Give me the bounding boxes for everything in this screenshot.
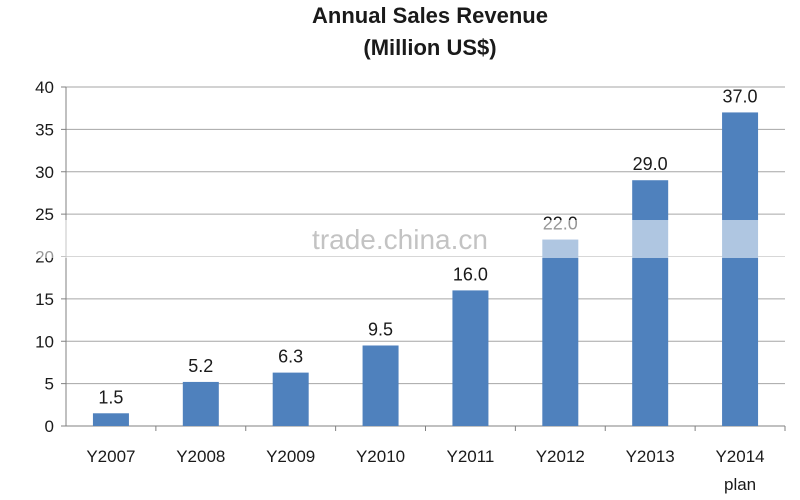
chart-title-line2: (Million US$)	[363, 35, 496, 60]
x-tick-label-y2013: Y2013	[626, 447, 675, 466]
data-label-y2009: 6.3	[278, 347, 303, 367]
chart-title-line1: Annual Sales Revenue	[312, 3, 548, 28]
x-tick-label-y2009: Y2009	[266, 447, 315, 466]
x-tick-label-y2011: Y2011	[446, 447, 494, 466]
x-tick-label-y2008: Y2008	[176, 447, 225, 466]
data-label-y2014: 37.0	[723, 86, 758, 106]
bar-y2009	[272, 372, 309, 426]
axes	[65, 87, 786, 431]
data-label-y2013: 29.0	[633, 154, 668, 174]
bar-y2010	[362, 345, 399, 426]
x-tick-label-y2012: Y2012	[536, 447, 585, 466]
bar-y2014	[722, 112, 759, 427]
bar-y2011	[452, 290, 489, 426]
y-tick-label: 5	[45, 375, 54, 394]
y-tick-label: 30	[35, 163, 54, 182]
y-tick-label: 25	[35, 205, 54, 224]
watermark: trade.china.cn	[0, 220, 800, 258]
y-tick-label: 10	[35, 332, 54, 351]
data-label-y2010: 9.5	[368, 319, 393, 339]
bar-y2007	[92, 413, 129, 426]
data-label-y2007: 1.5	[98, 387, 123, 407]
y-tick-label: 15	[35, 290, 54, 309]
y-tick-label: 40	[35, 78, 54, 97]
data-label-y2008: 5.2	[188, 356, 213, 376]
x-tick-label-y2010: Y2010	[356, 447, 405, 466]
bar-y2012	[542, 239, 579, 426]
x-tick-label-y2014: Y2014	[715, 447, 764, 466]
watermark-text: trade.china.cn	[312, 224, 488, 255]
y-tick-label: 0	[45, 417, 54, 436]
y-tick-label: 35	[35, 120, 54, 139]
data-label-y2011: 16.0	[453, 264, 488, 284]
x-tick-label-y2007: Y2007	[86, 447, 135, 466]
bar-y2013	[632, 180, 669, 426]
bar-y2008	[182, 381, 219, 426]
watermark-band	[0, 220, 800, 258]
tick-labels: 0510152025303540Y2007Y2008Y2009Y2010Y201…	[35, 78, 765, 494]
x-tick-sublabel-y2014: plan	[724, 475, 756, 494]
